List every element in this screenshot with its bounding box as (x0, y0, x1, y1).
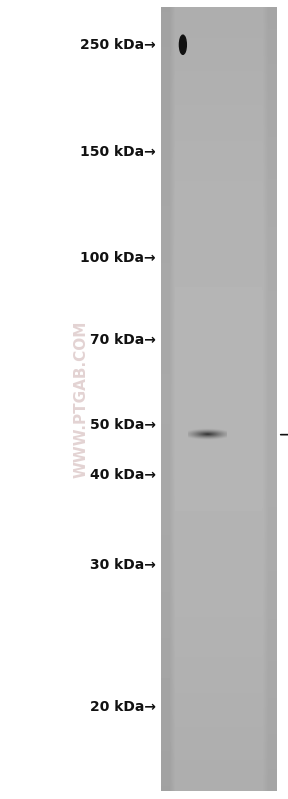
Circle shape (179, 35, 186, 54)
Text: 40 kDa→: 40 kDa→ (90, 467, 156, 482)
Text: 30 kDa→: 30 kDa→ (90, 558, 156, 572)
Text: 20 kDa→: 20 kDa→ (90, 700, 156, 714)
Text: 100 kDa→: 100 kDa→ (80, 251, 156, 265)
Text: 150 kDa→: 150 kDa→ (80, 145, 156, 159)
Text: 250 kDa→: 250 kDa→ (80, 38, 156, 52)
Text: 70 kDa→: 70 kDa→ (90, 332, 156, 347)
Text: 50 kDa→: 50 kDa→ (90, 418, 156, 432)
Text: WWW.PTGAB.COM: WWW.PTGAB.COM (73, 321, 88, 478)
